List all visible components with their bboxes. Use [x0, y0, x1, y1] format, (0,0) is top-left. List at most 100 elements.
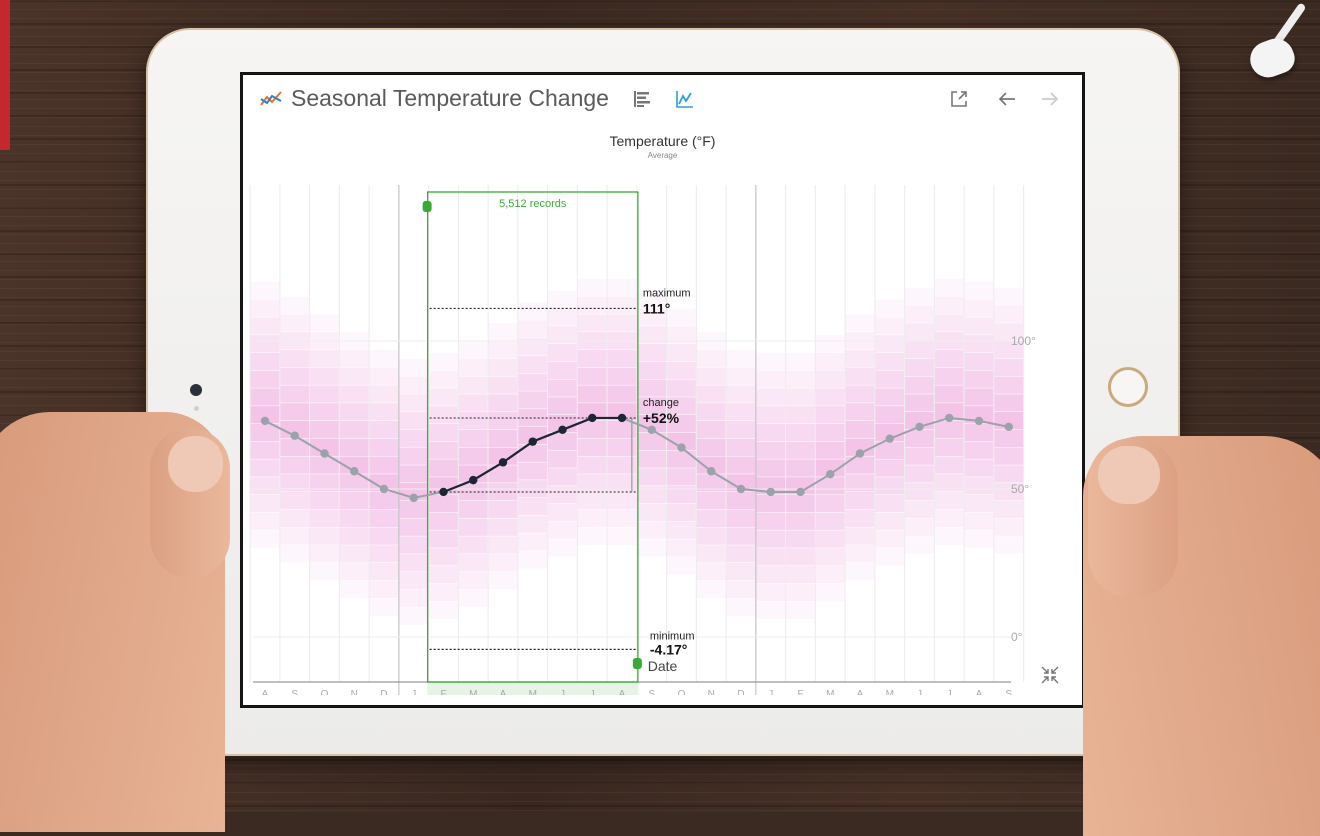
heatmap-cell — [755, 406, 786, 424]
heatmap-cell — [517, 320, 548, 338]
data-point[interactable] — [885, 434, 894, 443]
month-tick-label: J — [768, 689, 773, 695]
collapse-icon[interactable] — [1040, 665, 1060, 685]
data-point[interactable] — [617, 413, 627, 423]
heatmap-cell — [428, 441, 458, 459]
bar-list-icon[interactable] — [630, 87, 654, 111]
heatmap-cell — [547, 397, 577, 415]
heatmap-cell — [547, 468, 577, 486]
data-point[interactable] — [945, 413, 954, 423]
heatmap-cell — [845, 563, 875, 581]
heatmap-cell — [993, 287, 1024, 305]
data-point[interactable] — [528, 437, 537, 446]
maximum-label: maximum — [643, 287, 691, 299]
heatmap-cell — [369, 456, 399, 474]
heatmap-cell — [964, 530, 994, 548]
data-point[interactable] — [707, 467, 716, 476]
heatmap-cell — [815, 370, 845, 388]
heatmap-cell — [785, 441, 815, 459]
data-point[interactable] — [915, 422, 924, 432]
heatmap-cell — [577, 491, 607, 510]
heatmap-cell — [874, 299, 905, 317]
heatmap-cell — [815, 459, 845, 477]
heatmap-cell — [279, 545, 310, 563]
heatmap-cell — [309, 563, 339, 581]
line-chart-icon[interactable] — [673, 87, 697, 111]
heatmap-cell — [458, 465, 488, 483]
heatmap-cell — [964, 335, 994, 353]
heatmap-cell — [279, 296, 310, 314]
selection-handle-right[interactable] — [632, 658, 642, 669]
heatmap-cell — [666, 343, 696, 362]
heatmap-cell — [309, 509, 339, 527]
heatmap-cell — [636, 432, 667, 451]
heatmap-cell — [488, 341, 518, 359]
selection-handle-left[interactable] — [422, 201, 432, 212]
month-tick-label: M — [826, 689, 834, 695]
chart-title: Temperature (°F) — [609, 133, 716, 149]
data-point[interactable] — [1004, 422, 1013, 432]
data-point[interactable] — [350, 467, 359, 476]
month-tick-label: S — [1005, 689, 1012, 695]
minimum-value: -4.17° — [650, 641, 688, 657]
heatmap-cell — [577, 527, 607, 545]
heatmap-cell — [309, 456, 339, 474]
heatmap-cell — [666, 432, 696, 451]
data-point[interactable] — [498, 458, 508, 467]
data-point[interactable] — [558, 425, 567, 434]
back-arrow-icon[interactable] — [995, 87, 1019, 111]
data-point[interactable] — [409, 493, 418, 503]
data-point[interactable] — [647, 425, 656, 434]
heatmap-cell — [339, 403, 369, 421]
forward-arrow-icon[interactable] — [1038, 87, 1062, 111]
data-point[interactable] — [379, 484, 389, 494]
data-point[interactable] — [855, 449, 865, 458]
data-point[interactable] — [766, 487, 775, 497]
heatmap-cell — [636, 397, 667, 415]
heatmap-cell — [279, 403, 310, 421]
heatmap-cell — [993, 394, 1024, 412]
toolbar: Seasonal Temperature Change — [243, 75, 1082, 125]
data-point[interactable] — [439, 487, 448, 497]
heatmap-cell — [636, 521, 667, 539]
heatmap-cell — [607, 385, 637, 403]
heatmap-cell — [577, 403, 607, 421]
data-point[interactable] — [736, 484, 746, 494]
heatmap-cell — [369, 545, 399, 563]
heatmap-cell — [696, 385, 726, 403]
heatmap-cell — [964, 299, 994, 317]
heatmap-cell — [696, 527, 726, 545]
data-point[interactable] — [290, 431, 299, 440]
heatmap-cell — [279, 367, 310, 385]
heatmap-cell — [666, 468, 696, 486]
y-tick-label: 0° — [1011, 630, 1023, 644]
data-point[interactable] — [320, 449, 329, 458]
data-point[interactable] — [588, 413, 597, 423]
trend-chart-icon — [260, 91, 282, 106]
heatmap-cell — [517, 409, 548, 427]
selection-box[interactable] — [426, 191, 639, 683]
heatmap-cell — [696, 580, 726, 599]
heatmap-cell — [934, 491, 964, 510]
data-point[interactable] — [260, 416, 270, 426]
heatmap-cell — [964, 388, 994, 406]
data-point[interactable] — [796, 487, 805, 497]
home-button[interactable] — [1108, 367, 1148, 407]
heatmap-cell — [369, 580, 399, 599]
heatmap-cell — [488, 571, 518, 590]
heatmap-cell — [874, 441, 905, 459]
heatmap-cell — [369, 420, 399, 439]
heatmap-cell — [309, 403, 339, 421]
heatmap-cell — [398, 447, 429, 465]
data-point[interactable] — [974, 416, 984, 426]
data-point[interactable] — [469, 475, 478, 485]
heatmap-cell — [398, 465, 429, 483]
heatmap-cell — [785, 494, 815, 513]
data-point[interactable] — [677, 443, 686, 452]
heatmap-cell — [934, 385, 964, 403]
heatmap-cell — [547, 432, 577, 451]
month-tick-label: J — [560, 689, 565, 695]
data-point[interactable] — [826, 470, 835, 479]
share-icon[interactable] — [947, 87, 971, 111]
